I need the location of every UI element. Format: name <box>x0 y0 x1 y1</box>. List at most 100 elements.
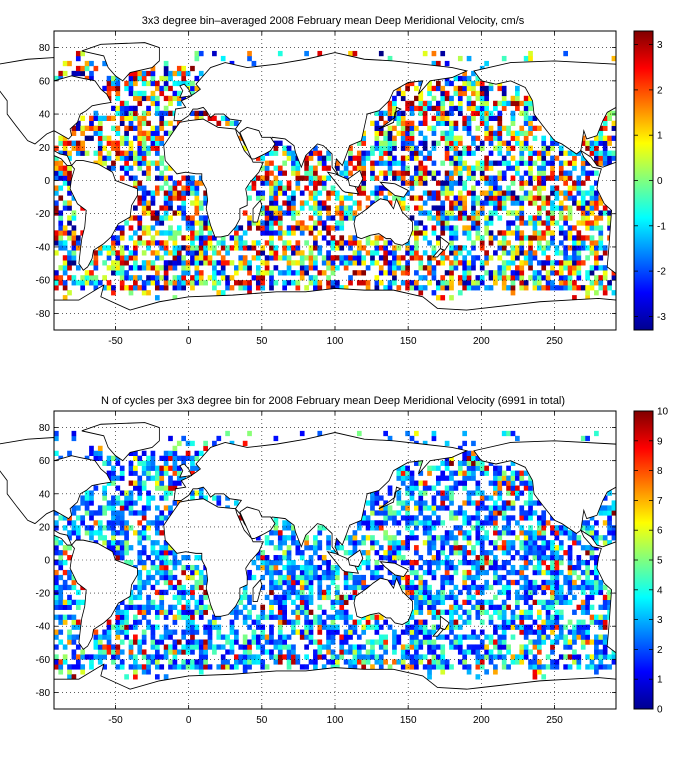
data-bin <box>273 245 279 251</box>
data-bin <box>370 664 375 670</box>
data-bin <box>313 240 318 246</box>
data-bin <box>523 180 529 186</box>
data-bin <box>58 564 64 571</box>
data-bin <box>159 135 165 141</box>
data-bin <box>440 669 446 675</box>
data-bin <box>383 120 388 126</box>
data-bin <box>378 555 384 561</box>
data-bin <box>435 644 441 650</box>
data-bin <box>330 270 336 276</box>
data-bin <box>282 550 287 556</box>
data-bin <box>589 604 595 610</box>
data-bin <box>159 115 165 121</box>
data-bin <box>440 205 446 211</box>
data-bin <box>409 125 415 131</box>
data-bin <box>163 95 169 102</box>
data-bin <box>299 260 305 266</box>
data-bin <box>572 624 577 630</box>
data-bin <box>550 530 555 536</box>
data-bin <box>444 659 450 665</box>
data-bin <box>194 200 200 206</box>
data-bin <box>361 540 367 546</box>
data-bin <box>264 265 270 271</box>
data-bin <box>545 569 551 576</box>
data-bin <box>282 540 287 546</box>
data-bin <box>172 614 178 620</box>
data-bin <box>115 270 121 276</box>
data-bin <box>365 639 371 645</box>
data-bin <box>84 500 90 506</box>
data-bin <box>545 584 551 591</box>
data-bin <box>286 564 292 571</box>
data-bin <box>378 564 384 571</box>
data-bin <box>392 140 397 146</box>
data-bin <box>163 629 169 635</box>
data-bin <box>493 540 498 546</box>
data-bin <box>536 190 542 196</box>
data-bin <box>317 614 323 620</box>
data-bin <box>396 530 402 536</box>
data-bin <box>97 140 103 146</box>
data-bin <box>400 629 406 635</box>
data-bin <box>115 265 121 271</box>
data-bin <box>304 240 309 246</box>
data-bin <box>427 125 432 131</box>
data-bin <box>409 629 415 635</box>
data-bin <box>541 250 547 256</box>
data-bin <box>352 584 358 591</box>
data-bin <box>352 644 358 650</box>
data-bin <box>93 65 99 72</box>
data-bin <box>602 644 608 650</box>
data-bin <box>299 629 305 635</box>
data-bin <box>348 145 353 151</box>
data-bin <box>313 195 318 201</box>
data-bin <box>435 195 441 201</box>
data-bin <box>234 609 239 615</box>
data-bin <box>589 589 595 596</box>
data-bin <box>497 255 503 261</box>
data-bin <box>163 130 169 136</box>
data-bin <box>572 235 577 241</box>
data-bin <box>313 664 318 670</box>
data-bin <box>484 644 489 650</box>
data-bin <box>528 165 533 171</box>
data-bin <box>194 584 200 591</box>
data-bin <box>75 120 81 126</box>
data-bin <box>356 245 362 251</box>
data-bin <box>242 245 248 251</box>
data-bin <box>457 480 463 486</box>
data-bin <box>431 574 437 581</box>
data-bin <box>392 535 397 541</box>
data-bin <box>282 654 287 660</box>
data-bin <box>580 624 586 630</box>
data-bin <box>396 520 402 526</box>
data-bin <box>111 165 116 171</box>
data-bin <box>242 659 248 665</box>
data-bin <box>172 574 178 581</box>
data-bin <box>510 290 516 296</box>
data-bin <box>198 115 204 121</box>
data-bin <box>550 145 555 151</box>
data-bin <box>449 80 454 87</box>
data-bin <box>119 105 125 112</box>
data-bin <box>510 110 516 117</box>
data-bin <box>133 664 138 670</box>
data-bin <box>396 85 402 92</box>
data-bin <box>163 195 169 201</box>
data-bin <box>370 200 375 206</box>
data-bin <box>479 95 485 102</box>
data-bin <box>181 594 187 601</box>
data-bin <box>532 599 538 605</box>
data-bin <box>479 550 485 556</box>
data-bin <box>427 659 432 665</box>
data-bin <box>466 75 472 82</box>
data-bin <box>154 130 160 136</box>
data-bin <box>326 569 331 576</box>
panel-velocity: 3x3 degree bin–averaged 2008 February me… <box>0 15 666 347</box>
data-bin <box>409 584 415 591</box>
data-bin <box>286 155 292 161</box>
data-bin <box>282 634 287 640</box>
data-bin <box>225 649 230 655</box>
data-bin <box>440 95 446 102</box>
data-bin <box>510 275 516 281</box>
